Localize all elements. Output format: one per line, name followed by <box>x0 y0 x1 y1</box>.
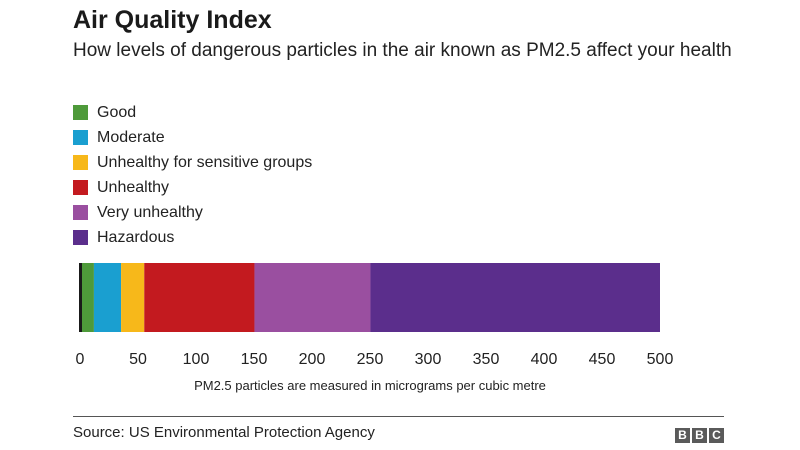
bbc-logo-letter: C <box>709 428 724 443</box>
x-tick-label: 500 <box>647 351 674 368</box>
x-tick-label: 150 <box>241 351 268 368</box>
x-tick-label: 400 <box>531 351 558 368</box>
x-axis-label: PM2.5 particles are measured in microgra… <box>194 378 546 393</box>
legend-swatch-good <box>73 105 88 120</box>
legend-item-moderate: Moderate <box>73 125 312 150</box>
legend-item-hazardous: Hazardous <box>73 225 312 250</box>
legend-label-moderate: Moderate <box>97 128 165 146</box>
bar-start-line <box>79 263 82 332</box>
chart-title: Air Quality Index <box>73 6 272 34</box>
legend-item-good: Good <box>73 100 312 125</box>
legend-label-good: Good <box>97 103 137 121</box>
bbc-logo-letter: B <box>675 428 690 443</box>
bar-segment-good <box>80 263 94 332</box>
bar-segment-hazardous <box>370 263 660 332</box>
x-tick-label: 200 <box>299 351 326 368</box>
footer-divider <box>73 416 724 417</box>
x-tick-label: 100 <box>183 351 210 368</box>
x-tick-label: 250 <box>357 351 384 368</box>
legend-label-very-unhealthy: Very unhealthy <box>97 203 203 221</box>
legend-item-very-unhealthy: Very unhealthy <box>73 200 312 225</box>
bbc-logo: B B C <box>675 428 724 443</box>
legend-label-sensitive: Unhealthy for sensitive groups <box>97 153 313 171</box>
x-tick-label: 300 <box>415 351 442 368</box>
bbc-logo-letter: B <box>692 428 707 443</box>
chart-subtitle: How levels of dangerous particles in the… <box>73 40 732 61</box>
bar-segment-unhealthy <box>144 263 255 332</box>
x-tick-label: 0 <box>76 351 85 368</box>
x-tick-label: 450 <box>589 351 616 368</box>
bar-segment-unhealthy-for-sensitive-groups <box>121 263 145 332</box>
legend-swatch-unhealthy <box>73 180 88 195</box>
legend-item-unhealthy: Unhealthy <box>73 175 312 200</box>
bar-segment-moderate <box>93 263 122 332</box>
legend-swatch-moderate <box>73 130 88 145</box>
legend-label-unhealthy: Unhealthy <box>97 178 170 196</box>
legend-swatch-sensitive <box>73 155 88 170</box>
legend-swatch-very-unhealthy <box>73 205 88 220</box>
source-note: Source: US Environmental Protection Agen… <box>73 424 375 441</box>
legend-swatch-hazardous <box>73 230 88 245</box>
legend-item-sensitive: Unhealthy for sensitive groups <box>73 150 312 175</box>
x-tick-label: 350 <box>473 351 500 368</box>
x-tick-label: 50 <box>129 351 147 368</box>
bar-segment-very-unhealthy <box>254 263 371 332</box>
legend: Good Moderate Unhealthy for sensitive gr… <box>73 100 312 250</box>
legend-label-hazardous: Hazardous <box>97 228 175 246</box>
